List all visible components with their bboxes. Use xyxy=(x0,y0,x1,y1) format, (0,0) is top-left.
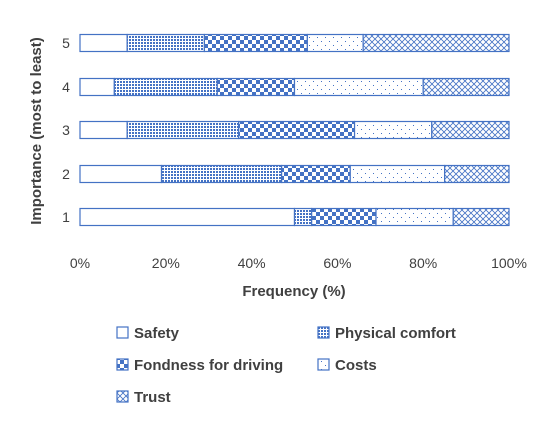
bar-segment-3-costs xyxy=(353,120,433,140)
bar-segment-1-trust xyxy=(452,207,510,227)
bar-segment-4-costs xyxy=(293,77,424,97)
x-tick-label: 20% xyxy=(152,255,180,271)
legend-item: Fondness for driving xyxy=(116,357,283,374)
y-tick-label: 5 xyxy=(62,35,70,51)
x-tick-label: 40% xyxy=(238,255,266,271)
legend-label: Costs xyxy=(335,357,377,374)
legend-swatch xyxy=(116,326,129,339)
bar-segment-1-costs xyxy=(375,207,454,227)
bar-segment-1-physical-comfort xyxy=(293,207,313,227)
x-tick-label: 80% xyxy=(409,255,437,271)
legend-item: Trust xyxy=(116,389,171,406)
legend-label: Fondness for driving xyxy=(134,357,283,374)
bar-segment-5-trust xyxy=(362,33,510,53)
bar-segment-3-safety xyxy=(79,120,128,140)
legend-label: Safety xyxy=(134,325,180,342)
bar-segment-2-safety xyxy=(79,164,163,184)
bar-segment-2-costs xyxy=(349,164,446,184)
bar-segment-2-fondness-for-driving xyxy=(281,164,351,184)
y-tick-labels: 5 4 3 2 1 xyxy=(62,35,70,225)
y-tick-label: 1 xyxy=(62,209,70,225)
x-tick-label: 60% xyxy=(323,255,351,271)
bar-segment-4-fondness-for-driving xyxy=(216,77,296,97)
bar-segment-1-fondness-for-driving xyxy=(311,207,377,227)
bar-segment-5-safety xyxy=(79,33,128,53)
legend-item: Physical comfort xyxy=(317,325,456,342)
bar-segment-4-physical-comfort xyxy=(113,77,218,97)
bar-segment-2-trust xyxy=(444,164,510,184)
bar-segment-5-fondness-for-driving xyxy=(203,33,308,53)
legend-swatch xyxy=(116,390,129,403)
x-tick-label: 100% xyxy=(491,255,527,271)
legend-label: Physical comfort xyxy=(335,325,456,342)
bar-segment-5-costs xyxy=(306,33,364,53)
bars-layer xyxy=(79,33,510,227)
legend: Safety Physical comfort Fondness for drivi… xyxy=(116,325,456,406)
bar-segment-3-fondness-for-driving xyxy=(238,120,356,140)
y-tick-label: 4 xyxy=(62,79,70,95)
legend-item: Costs xyxy=(317,357,377,374)
x-axis-title: Frequency (%) xyxy=(242,283,345,300)
bar-segment-5-physical-comfort xyxy=(126,33,206,53)
legend-swatch xyxy=(317,358,330,371)
x-tick-label: 0% xyxy=(70,255,90,271)
legend-label: Trust xyxy=(134,389,171,406)
bar-segment-4-trust xyxy=(422,77,510,97)
y-axis-title: Importance (most to least) xyxy=(28,37,45,225)
y-tick-label: 3 xyxy=(62,122,70,138)
y-tick-label: 2 xyxy=(62,166,70,182)
bar-segment-1-safety xyxy=(79,207,296,227)
legend-swatch xyxy=(116,358,129,371)
bar-segment-2-physical-comfort xyxy=(160,164,283,184)
legend-item: Safety xyxy=(116,325,180,342)
bar-segment-3-trust xyxy=(431,120,510,140)
bar-segment-3-physical-comfort xyxy=(126,120,240,140)
bar-segment-4-safety xyxy=(79,77,115,97)
x-tick-labels: 0% 20% 40% 60% 80% 100% xyxy=(70,255,527,271)
legend-swatch xyxy=(317,326,330,339)
